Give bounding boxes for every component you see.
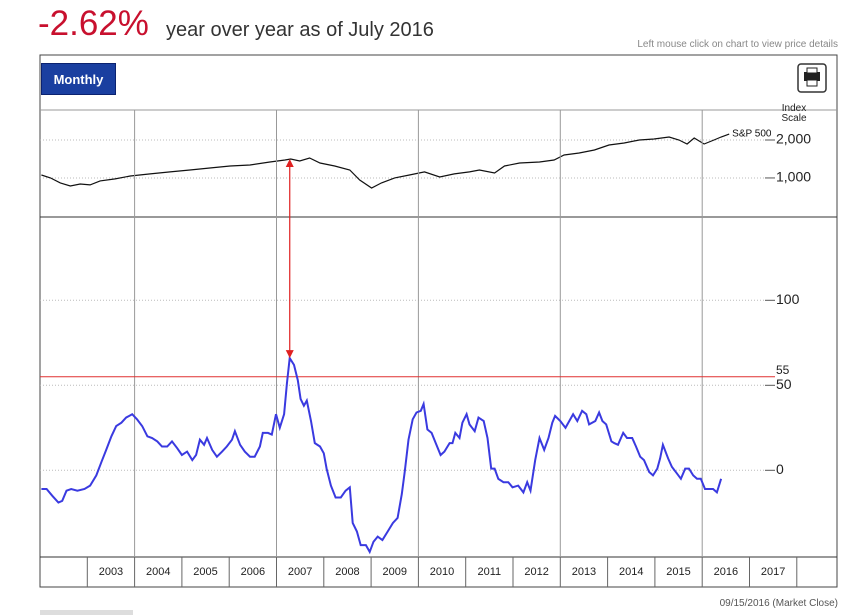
y-tick-label: 1,000 xyxy=(776,169,811,185)
chart-frame xyxy=(39,54,838,588)
monthly-button[interactable]: Monthly xyxy=(41,63,116,95)
printer-body xyxy=(804,72,820,81)
x-tick-label: 2007 xyxy=(288,566,312,578)
arrow-head xyxy=(285,158,294,167)
hint-link[interactable]: Left mouse click on chart to view price … xyxy=(637,39,838,50)
x-tick-label: 2003 xyxy=(99,566,123,578)
x-tick-label: 2009 xyxy=(383,566,407,578)
x-tick-label: 2014 xyxy=(619,566,643,578)
reference-label: 55 xyxy=(776,363,790,377)
data-line xyxy=(41,355,723,555)
footer: 09/15/2016 (Market Close) xyxy=(719,598,838,609)
printer-paper xyxy=(806,67,818,74)
x-tick-label: 2011 xyxy=(478,566,502,578)
arrow-head xyxy=(285,350,294,359)
x-tick-label: 2005 xyxy=(193,566,217,578)
axis-title: Index Scale xyxy=(781,103,807,124)
change-value: -2.62% xyxy=(38,4,149,43)
x-tick-label: 2017 xyxy=(761,566,785,578)
x-tick-label: 2006 xyxy=(241,566,265,578)
x-tick-label: 2008 xyxy=(335,566,359,578)
x-tick-label: 2016 xyxy=(714,566,738,578)
y-tick-label: 50 xyxy=(776,376,792,392)
x-tick-label: 2010 xyxy=(430,566,454,578)
series-label: S&P 500 xyxy=(732,129,772,140)
y-tick-label: 0 xyxy=(776,461,784,477)
scroll-bar xyxy=(40,610,133,615)
x-tick-label: 2015 xyxy=(666,566,690,578)
change-text: year over year as of July 2016 xyxy=(166,19,434,41)
x-tick-label: 2004 xyxy=(146,566,170,578)
y-tick-label: 2,000 xyxy=(776,131,811,147)
printer-output xyxy=(806,79,818,87)
data-line xyxy=(41,133,730,189)
x-tick-label: 2012 xyxy=(524,566,548,578)
x-tick-label: 2013 xyxy=(572,566,596,578)
y-tick-label: 100 xyxy=(776,291,800,307)
print-icon[interactable] xyxy=(797,63,827,93)
